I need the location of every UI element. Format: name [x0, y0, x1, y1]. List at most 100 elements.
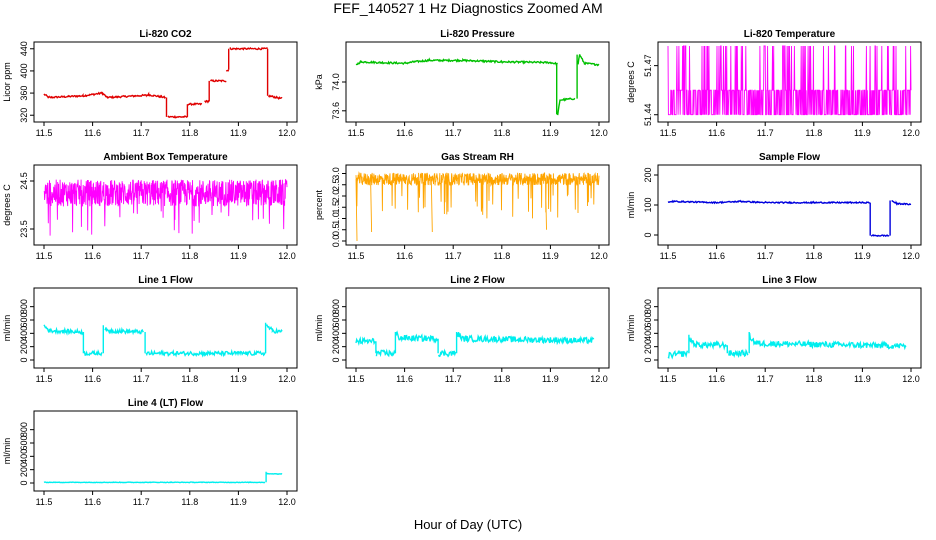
y-tick-label: 0 — [19, 480, 29, 485]
x-tick-label: 11.6 — [708, 374, 725, 384]
y-tick-label: 23.5 — [19, 220, 29, 238]
x-tick-label: 11.9 — [854, 128, 871, 138]
y-tick-label: 200 — [643, 339, 653, 354]
y-tick-label: 74.0 — [331, 73, 341, 91]
data-line — [355, 330, 595, 358]
x-tick-label: 11.5 — [660, 128, 677, 138]
x-tick-label: 11.5 — [660, 374, 677, 384]
y-tick-label: 600 — [19, 435, 29, 450]
x-tick-label: 11.5 — [36, 251, 53, 261]
panel-temp820: Li-820 Temperature degrees C 51.44 51.47 11.… — [626, 29, 922, 138]
plot-frame — [345, 287, 610, 369]
panel-ambient: Ambient Box Temperature degrees C 23.5 24.5… — [2, 152, 298, 261]
x-tick-label: 11.8 — [181, 251, 198, 261]
x-tick-label: 12.0 — [590, 374, 608, 384]
y-tick-label: 2.0 — [331, 190, 341, 203]
x-tick-label: 11.8 — [181, 128, 198, 138]
panel-title: Li-820 Pressure — [440, 29, 515, 40]
y-tick-label: 600 — [19, 312, 29, 327]
y-tick-label: 400 — [643, 326, 653, 341]
x-tick-label: 11.5 — [36, 497, 53, 507]
x-tick-label: 11.7 — [757, 374, 774, 384]
y-tick-label: 24.5 — [19, 172, 29, 190]
y-tick-label: 1.5 — [331, 201, 341, 214]
y-tick-label: 1.0 — [331, 212, 341, 225]
figure-x-axis-label: Hour of Day (UTC) — [413, 517, 523, 532]
x-tick-label: 11.9 — [854, 374, 871, 384]
x-tick-label: 11.9 — [542, 374, 559, 384]
y-tick-label: 440 — [19, 41, 29, 56]
data-line — [667, 45, 912, 116]
y-tick-label: 800 — [19, 422, 29, 437]
panel-title: Li-820 CO2 — [139, 29, 192, 40]
series-line4 — [43, 471, 283, 484]
plot-frame — [33, 164, 298, 246]
y-tick-label: 0 — [643, 232, 653, 237]
series-line3 — [667, 332, 907, 360]
plot-frame — [657, 287, 922, 369]
x-tick-label: 12.0 — [902, 251, 920, 261]
y-tick-label: 800 — [19, 299, 29, 314]
panel-title: Ambient Box Temperature — [103, 152, 228, 163]
x-tick-label: 11.6 — [84, 251, 101, 261]
y-tick-label: 51.44 — [643, 103, 653, 126]
y-tick-label: 800 — [643, 299, 653, 314]
y-tick-label: 200 — [331, 339, 341, 354]
series-ambient — [43, 178, 288, 236]
plot-frame — [33, 410, 298, 492]
data-line — [667, 199, 912, 238]
panel-title: Line 2 Flow — [450, 275, 505, 286]
y-tick-label: 0 — [331, 357, 341, 362]
x-tick-label: 11.5 — [36, 374, 53, 384]
panel-title: Line 1 Flow — [138, 275, 193, 286]
x-tick-label: 12.0 — [278, 128, 296, 138]
x-tick-label: 11.6 — [396, 374, 413, 384]
x-tick-label: 11.7 — [445, 374, 462, 384]
x-tick-label: 12.0 — [590, 251, 608, 261]
panel-sample: Sample Flow ml/min 0 100 200 11.5 11.6 11.7 11.8… — [626, 152, 922, 261]
x-tick-label: 11.6 — [708, 128, 725, 138]
panel-title: Sample Flow — [759, 152, 820, 163]
y-tick-label: 3.0 — [331, 167, 341, 180]
x-tick-label: 11.5 — [348, 251, 365, 261]
y-axis-label: percent — [314, 189, 324, 220]
x-tick-label: 11.9 — [542, 128, 559, 138]
x-tick-label: 12.0 — [590, 128, 608, 138]
plot-frame — [33, 287, 298, 369]
y-axis-label: kPa — [314, 74, 324, 90]
y-tick-label: 800 — [331, 299, 341, 314]
y-tick-label: 400 — [19, 449, 29, 464]
x-tick-label: 12.0 — [278, 497, 296, 507]
y-tick-label: 400 — [331, 326, 341, 341]
y-tick-label: 0 — [19, 357, 29, 362]
x-tick-label: 11.8 — [805, 251, 822, 261]
y-tick-label: 0.0 — [331, 235, 341, 248]
y-tick-label: 0 — [643, 357, 653, 362]
x-tick-label: 11.8 — [493, 251, 510, 261]
series-sample — [667, 199, 912, 238]
y-axis-label: ml/min — [626, 315, 636, 342]
x-tick-label: 11.7 — [133, 128, 150, 138]
panel-title: Li-820 Temperature — [744, 29, 836, 40]
x-tick-label: 11.9 — [230, 251, 247, 261]
series-co2 — [43, 47, 283, 119]
data-line — [43, 47, 283, 119]
series-pressure — [355, 54, 600, 116]
figure-title: FEF_140527 1 Hz Diagnostics Zoomed AM — [333, 0, 603, 16]
panel-rh: Gas Stream RH percent 0.00.51.01.52.02.53.… — [314, 152, 610, 261]
x-tick-label: 12.0 — [902, 128, 920, 138]
plot-frame — [345, 41, 610, 123]
y-tick-label: 2.5 — [331, 178, 341, 191]
series-temp820 — [667, 45, 912, 116]
x-tick-label: 11.6 — [84, 497, 101, 507]
plot-frame — [345, 164, 610, 246]
panel-pressure: Li-820 Pressure kPa 73.6 74.0 11.5 11.6 11.7 11… — [314, 29, 610, 138]
y-axis-label: ml/min — [2, 438, 12, 465]
series-rh — [355, 171, 600, 242]
data-line — [43, 471, 283, 484]
x-tick-label: 11.7 — [757, 128, 774, 138]
